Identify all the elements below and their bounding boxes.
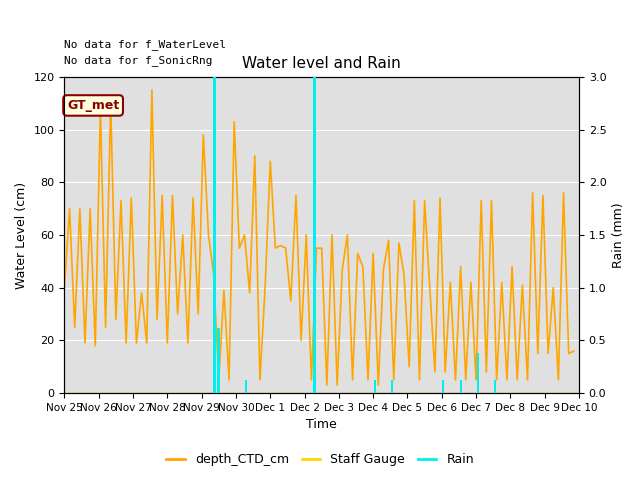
Text: GT_met: GT_met — [67, 99, 119, 112]
Line: depth_CTD_cm: depth_CTD_cm — [65, 90, 574, 385]
Bar — [391, 381, 393, 393]
Bar — [213, 77, 216, 393]
depth_CTD_cm — [163, 340, 171, 346]
Bar — [245, 381, 247, 393]
Staff Gauge — [61, 390, 68, 396]
depth_CTD_cm — [333, 383, 341, 388]
depth_CTD_cm — [374, 383, 382, 388]
Text: No data for f_SonicRng: No data for f_SonicRng — [65, 55, 213, 66]
Staff Gauge — [81, 390, 89, 396]
depth_CTD_cm — [554, 377, 562, 383]
Text: No data for f_WaterLevel: No data for f_WaterLevel — [65, 39, 227, 50]
depth_CTD_cm — [61, 285, 68, 290]
Staff Gauge — [156, 390, 164, 396]
Title: Water level and Rain: Water level and Rain — [243, 57, 401, 72]
Legend: depth_CTD_cm, Staff Gauge, Rain: depth_CTD_cm, Staff Gauge, Rain — [161, 448, 479, 471]
Staff Gauge — [198, 390, 205, 396]
Bar — [314, 77, 316, 393]
Bar — [374, 381, 376, 393]
depth_CTD_cm — [148, 87, 156, 93]
Bar — [477, 353, 479, 393]
Bar — [460, 381, 461, 393]
Y-axis label: Water Level (cm): Water Level (cm) — [15, 181, 28, 288]
depth_CTD_cm — [570, 348, 578, 354]
Y-axis label: Rain (mm): Rain (mm) — [612, 202, 625, 268]
X-axis label: Time: Time — [307, 419, 337, 432]
Bar — [218, 328, 220, 393]
depth_CTD_cm — [184, 340, 192, 346]
Staff Gauge — [549, 390, 557, 396]
Bar — [494, 381, 496, 393]
depth_CTD_cm — [539, 192, 547, 198]
depth_CTD_cm — [323, 383, 331, 388]
Staff Gauge — [575, 390, 583, 396]
Staff Gauge — [531, 390, 539, 396]
Staff Gauge — [92, 390, 99, 396]
Bar — [442, 381, 445, 393]
